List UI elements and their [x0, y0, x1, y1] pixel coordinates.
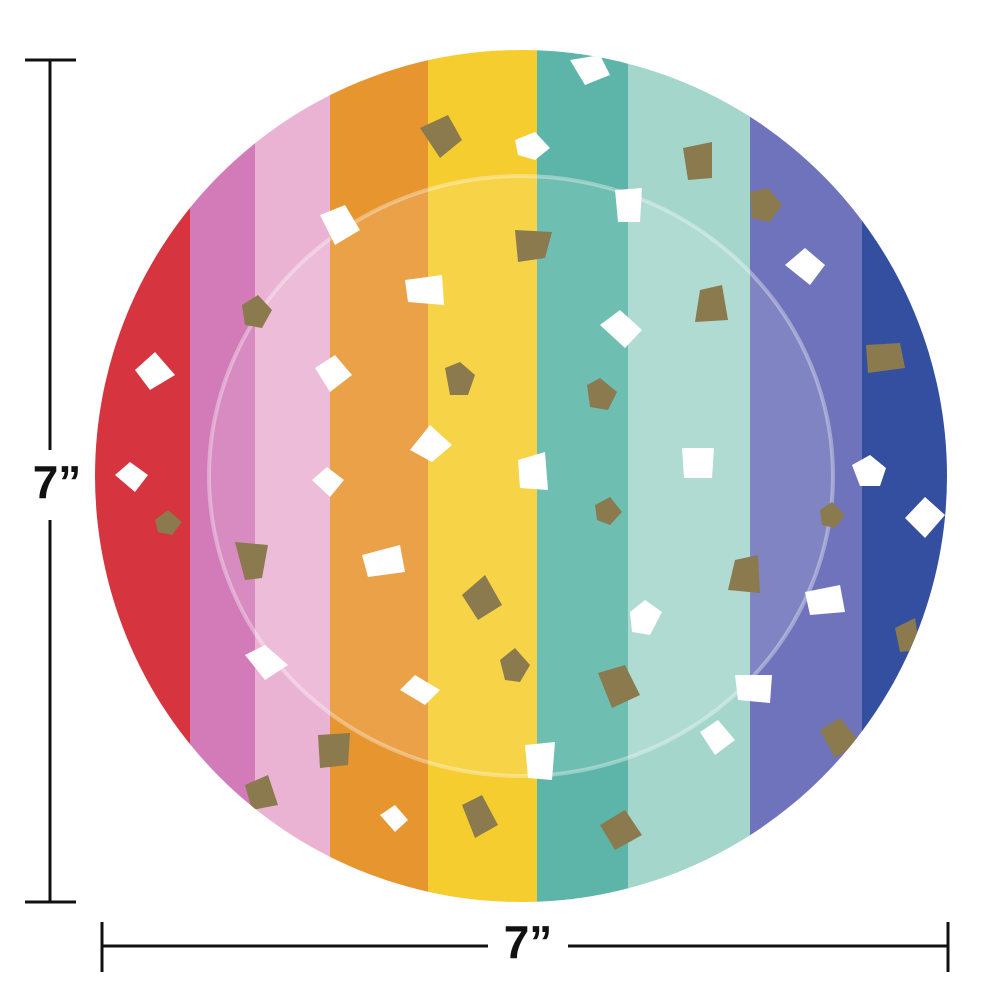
plate — [95, 50, 947, 902]
confetti — [115, 55, 945, 850]
height-dimension — [25, 58, 76, 904]
height-label: 7” — [33, 456, 82, 508]
width-dimension — [100, 922, 950, 972]
width-label: 7” — [504, 916, 553, 968]
